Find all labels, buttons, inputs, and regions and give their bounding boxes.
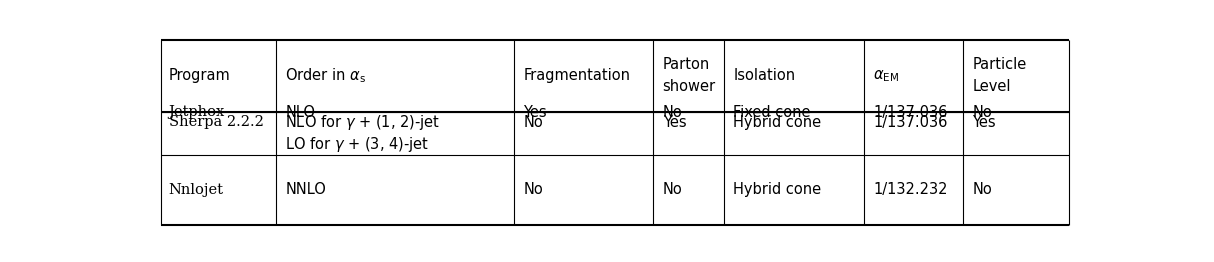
Text: No: No — [663, 105, 682, 120]
Text: NNLO: NNLO — [285, 182, 327, 197]
Text: NLO for $\gamma$ + (1, 2)-jet: NLO for $\gamma$ + (1, 2)-jet — [285, 113, 441, 132]
Text: No: No — [663, 182, 682, 197]
Text: No: No — [523, 115, 543, 130]
Text: No: No — [972, 182, 992, 197]
Text: Parton: Parton — [663, 57, 710, 72]
Text: Jetphox: Jetphox — [169, 105, 225, 119]
Text: No: No — [972, 105, 992, 120]
Text: Nnlojet: Nnlojet — [169, 183, 223, 197]
Text: Yes: Yes — [663, 115, 686, 130]
Text: shower: shower — [663, 79, 716, 94]
Text: Fixed cone: Fixed cone — [733, 105, 811, 120]
Text: LO for $\gamma$ + (3, 4)-jet: LO for $\gamma$ + (3, 4)-jet — [285, 135, 430, 154]
Text: Particle: Particle — [972, 57, 1026, 72]
Text: Hybrid cone: Hybrid cone — [733, 182, 822, 197]
Text: Level: Level — [972, 79, 1011, 94]
Text: Fragmentation: Fragmentation — [523, 68, 630, 83]
Text: Yes: Yes — [972, 115, 995, 130]
Text: 1/137.036: 1/137.036 — [873, 115, 948, 130]
Text: Hybrid cone: Hybrid cone — [733, 115, 822, 130]
Text: Program: Program — [169, 68, 231, 83]
Text: NLO: NLO — [285, 105, 316, 120]
Text: Order in $\alpha_\mathrm{s}$: Order in $\alpha_\mathrm{s}$ — [285, 67, 367, 85]
Text: 1/132.232: 1/132.232 — [873, 182, 948, 197]
Text: Yes: Yes — [523, 105, 548, 120]
Text: Sherpa 2.2.2: Sherpa 2.2.2 — [169, 115, 263, 129]
Text: No: No — [523, 182, 543, 197]
Text: Isolation: Isolation — [733, 68, 795, 83]
Text: 1/137.036: 1/137.036 — [873, 105, 948, 120]
Text: $\alpha_\mathrm{EM}$: $\alpha_\mathrm{EM}$ — [873, 68, 900, 84]
